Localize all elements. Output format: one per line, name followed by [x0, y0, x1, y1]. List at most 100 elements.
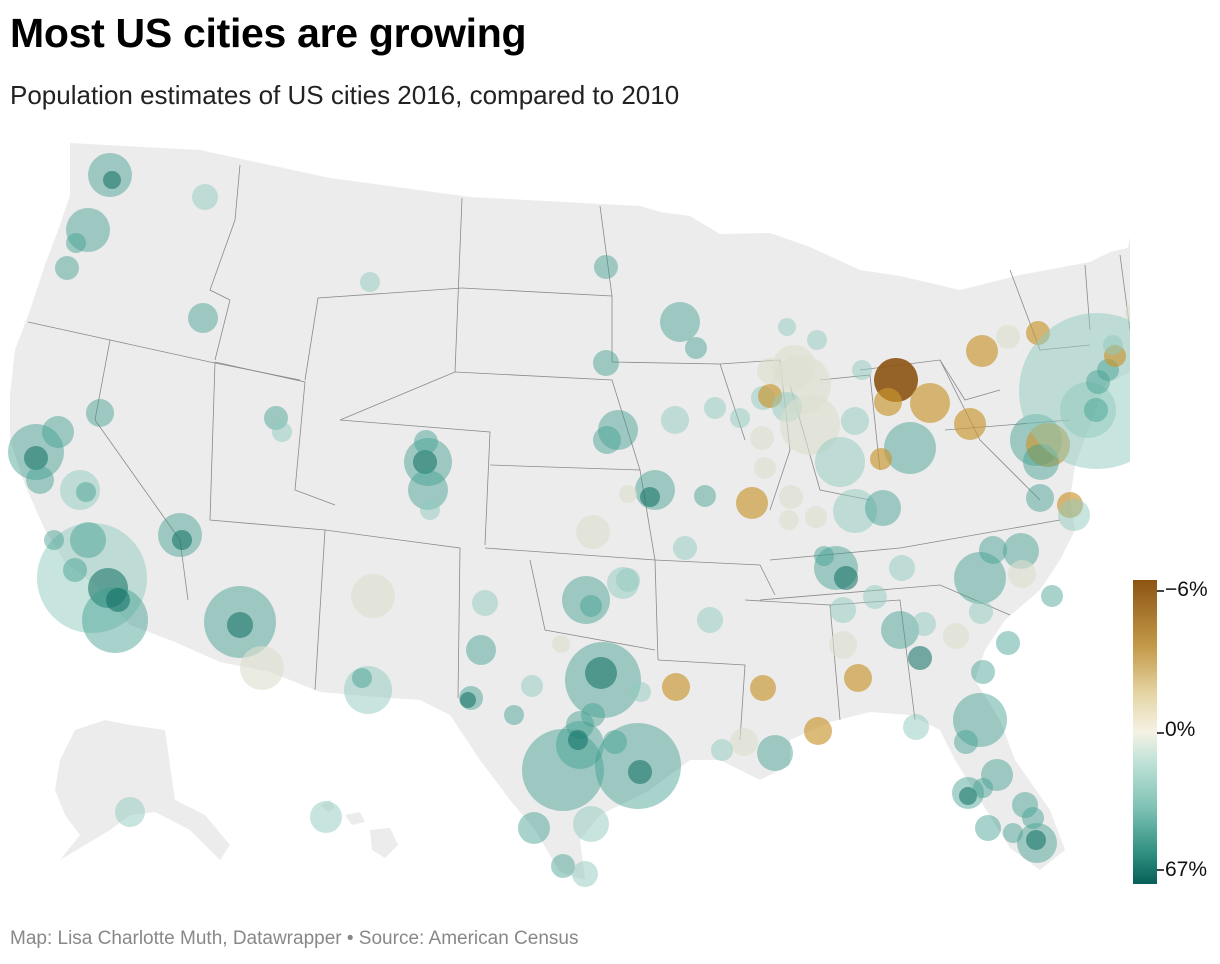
city-bubble[interactable] — [86, 399, 114, 427]
city-bubble[interactable] — [1026, 484, 1054, 512]
city-bubble[interactable] — [240, 646, 284, 690]
city-bubble[interactable] — [1041, 585, 1063, 607]
city-bubble[interactable] — [969, 600, 993, 624]
city-bubble[interactable] — [1022, 807, 1044, 829]
city-bubble[interactable] — [954, 408, 986, 440]
city-bubble[interactable] — [551, 854, 575, 878]
city-bubble[interactable] — [1008, 560, 1036, 588]
city-bubble[interactable] — [736, 487, 768, 519]
city-bubble[interactable] — [805, 506, 827, 528]
city-bubble[interactable] — [1084, 398, 1108, 422]
city-bubble[interactable] — [804, 717, 832, 745]
city-bubble[interactable] — [730, 728, 758, 756]
city-bubble[interactable] — [673, 536, 697, 560]
city-bubble[interactable] — [685, 337, 707, 359]
city-bubble[interactable] — [954, 730, 978, 754]
city-bubble[interactable] — [852, 360, 872, 380]
city-bubble[interactable] — [1058, 499, 1090, 531]
city-bubble[interactable] — [192, 184, 218, 210]
city-bubble[interactable] — [757, 735, 793, 771]
city-bubble[interactable] — [460, 692, 476, 708]
city-bubble[interactable] — [552, 635, 570, 653]
city-bubble[interactable] — [115, 797, 145, 827]
city-bubble[interactable] — [1125, 303, 1130, 323]
city-bubble[interactable] — [580, 595, 602, 617]
city-bubble[interactable] — [522, 729, 604, 811]
city-bubble[interactable] — [661, 406, 689, 434]
city-bubble[interactable] — [996, 325, 1020, 349]
city-bubble[interactable] — [408, 470, 448, 510]
city-bubble[interactable] — [1086, 370, 1110, 394]
city-bubble[interactable] — [521, 675, 543, 697]
city-bubble[interactable] — [694, 485, 716, 507]
city-bubble[interactable] — [76, 482, 96, 502]
city-bubble[interactable] — [227, 612, 253, 638]
city-bubble[interactable] — [106, 588, 130, 612]
city-bubble[interactable] — [568, 730, 588, 750]
city-bubble[interactable] — [754, 457, 776, 479]
city-bubble[interactable] — [730, 408, 750, 428]
city-bubble[interactable] — [44, 530, 64, 550]
city-bubble[interactable] — [865, 490, 901, 526]
city-bubble[interactable] — [63, 558, 87, 582]
city-bubble[interactable] — [889, 555, 915, 581]
city-bubble[interactable] — [562, 576, 610, 624]
city-bubble[interactable] — [874, 388, 902, 416]
city-bubble[interactable] — [581, 703, 605, 727]
city-bubble[interactable] — [42, 416, 74, 448]
city-bubble[interactable] — [697, 607, 723, 633]
city-bubble[interactable] — [24, 446, 48, 470]
city-bubble[interactable] — [884, 422, 936, 474]
city-bubble[interactable] — [662, 673, 690, 701]
city-bubble[interactable] — [631, 682, 651, 702]
city-bubble[interactable] — [466, 635, 496, 665]
city-bubble[interactable] — [780, 395, 840, 455]
city-bubble[interactable] — [1012, 792, 1038, 818]
city-bubble[interactable] — [414, 430, 438, 454]
city-bubble[interactable] — [830, 597, 856, 623]
city-bubble[interactable] — [807, 330, 827, 350]
city-bubble[interactable] — [272, 422, 292, 442]
city-bubble[interactable] — [472, 590, 498, 616]
city-bubble[interactable] — [943, 623, 969, 649]
city-bubble[interactable] — [573, 806, 609, 842]
city-bubble[interactable] — [55, 256, 79, 280]
city-bubble[interactable] — [772, 345, 816, 389]
city-bubble[interactable] — [966, 335, 998, 367]
city-bubble[interactable] — [979, 536, 1007, 564]
city-bubble[interactable] — [66, 208, 110, 252]
city-bubble[interactable] — [779, 485, 803, 509]
city-bubble[interactable] — [912, 612, 936, 636]
city-bubble[interactable] — [971, 660, 995, 684]
city-bubble[interactable] — [903, 714, 929, 740]
city-bubble[interactable] — [959, 787, 977, 805]
city-bubble[interactable] — [973, 778, 993, 798]
city-bubble[interactable] — [910, 383, 950, 423]
city-bubble[interactable] — [420, 500, 440, 520]
city-bubble[interactable] — [585, 657, 617, 689]
city-bubble[interactable] — [1003, 533, 1039, 569]
city-bubble[interactable] — [996, 631, 1020, 655]
city-bubble[interactable] — [750, 426, 774, 450]
city-bubble[interactable] — [360, 272, 380, 292]
city-bubble[interactable] — [518, 812, 550, 844]
city-bubble[interactable] — [757, 358, 783, 384]
city-bubble[interactable] — [711, 739, 733, 761]
city-bubble[interactable] — [504, 705, 524, 725]
city-bubble[interactable] — [1060, 382, 1116, 438]
city-bubble[interactable] — [841, 407, 869, 435]
city-bubble[interactable] — [814, 546, 834, 566]
city-bubble[interactable] — [172, 530, 192, 550]
city-bubble[interactable] — [660, 302, 700, 342]
city-bubble[interactable] — [188, 303, 218, 333]
city-bubble[interactable] — [619, 485, 637, 503]
city-bubble[interactable] — [750, 675, 776, 701]
city-bubble[interactable] — [908, 646, 932, 670]
city-bubble[interactable] — [834, 566, 858, 590]
city-bubble[interactable] — [1026, 830, 1046, 850]
city-bubble[interactable] — [603, 730, 627, 754]
city-bubble[interactable] — [593, 350, 619, 376]
city-bubble[interactable] — [829, 631, 857, 659]
city-bubble[interactable] — [881, 611, 919, 649]
city-bubble[interactable] — [640, 487, 660, 507]
